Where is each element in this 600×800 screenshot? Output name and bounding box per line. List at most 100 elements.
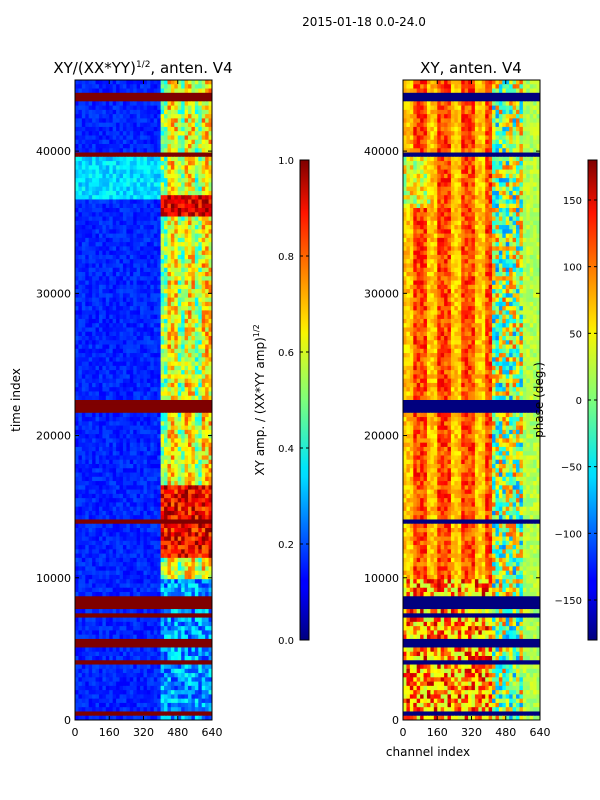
- heatmap-cell: [143, 592, 148, 597]
- heatmap-cell: [167, 634, 172, 640]
- heatmap-cell: [157, 289, 162, 294]
- heatmap-cell: [81, 583, 86, 589]
- heatmap-cell: [75, 617, 80, 623]
- heatmap-cell: [143, 434, 148, 439]
- heatmap-cell: [133, 468, 138, 474]
- heatmap-cell: [102, 464, 107, 469]
- heatmap-cell: [119, 122, 124, 128]
- heatmap-cell: [75, 293, 80, 299]
- heatmap-cell: [167, 314, 172, 320]
- heatmap-cell: [119, 489, 124, 495]
- heatmap-cell: [88, 587, 93, 593]
- heatmap-cell: [88, 272, 93, 277]
- heatmap-cell: [109, 161, 114, 166]
- heatmap-cell: [85, 455, 90, 461]
- heatmap-cell: [119, 617, 124, 623]
- heatmap-cell: [119, 220, 124, 226]
- heatmap-cell: [133, 139, 138, 145]
- heatmap-cell: [129, 122, 134, 128]
- heatmap-cell: [116, 579, 121, 585]
- heatmap-cell: [136, 634, 141, 640]
- heatmap-cell: [133, 276, 138, 282]
- heatmap-cell: [85, 318, 90, 324]
- heatmap-cell: [102, 382, 107, 388]
- heatmap-cell: [177, 412, 182, 418]
- heatmap-cell: [146, 122, 151, 128]
- heatmap-cell: [191, 250, 196, 256]
- heatmap-cell: [109, 421, 114, 427]
- heatmap-cell: [98, 485, 103, 491]
- heatmap-cell: [170, 139, 175, 145]
- heatmap-cell: [98, 80, 103, 85]
- heatmap-cell: [205, 634, 210, 640]
- heatmap-cell: [177, 387, 182, 393]
- heatmap-cell: [92, 506, 97, 512]
- heatmap-cell: [194, 169, 199, 175]
- heatmap-cell: [112, 592, 117, 597]
- heatmap-cell: [109, 451, 114, 457]
- heatmap-cell: [150, 370, 155, 375]
- heatmap-cell: [143, 459, 148, 465]
- heatmap-cell: [174, 105, 179, 111]
- heatmap-cell: [208, 421, 212, 427]
- heatmap-cell: [129, 387, 134, 393]
- heatmap-cell: [116, 284, 121, 290]
- heatmap-cell: [119, 455, 124, 461]
- heatmap-cell: [153, 344, 158, 350]
- heatmap-cell: [188, 566, 193, 572]
- heatmap-cell: [177, 498, 182, 503]
- heatmap-cell: [164, 314, 169, 320]
- heatmap-cell: [136, 323, 141, 329]
- heatmap-cell: [177, 246, 182, 252]
- heatmap-cell: [153, 139, 158, 145]
- heatmap-cell: [129, 553, 134, 559]
- heatmap-cell: [181, 161, 186, 166]
- heatmap-cell: [164, 267, 169, 273]
- heatmap-cell: [105, 489, 110, 495]
- heatmap-cell: [143, 216, 148, 222]
- heatmap-cell: [157, 250, 162, 256]
- heatmap-cell: [160, 310, 165, 316]
- heatmap-cell: [109, 570, 114, 576]
- heatmap-cell: [146, 549, 151, 555]
- heatmap-cell: [140, 259, 145, 265]
- heatmap-cell: [167, 382, 172, 388]
- heatmap-cell: [133, 323, 138, 329]
- heatmap-cell: [205, 562, 210, 567]
- heatmap-cell: [160, 357, 165, 363]
- heatmap-cell: [174, 502, 179, 508]
- heatmap-cell: [167, 545, 172, 550]
- heatmap-cell: [150, 101, 155, 107]
- heatmap-cell: [109, 442, 114, 448]
- heatmap-cell: [126, 131, 131, 137]
- heatmap-cell: [78, 417, 83, 422]
- heatmap-cell: [98, 109, 103, 115]
- heatmap-cell: [208, 263, 212, 269]
- heatmap-cell: [208, 88, 212, 94]
- heatmap-cell: [184, 109, 189, 115]
- heatmap-cell: [143, 566, 148, 572]
- heatmap-cell: [194, 481, 199, 486]
- heatmap-cell: [143, 314, 148, 320]
- heatmap-cell: [167, 617, 172, 623]
- heatmap-cell: [116, 122, 121, 128]
- heatmap-cell: [133, 289, 138, 294]
- heatmap-cell: [105, 656, 110, 661]
- heatmap-cell: [109, 382, 114, 388]
- heatmap-cell: [170, 476, 175, 482]
- heatmap-cell: [150, 178, 155, 183]
- heatmap-cell: [75, 464, 80, 469]
- heatmap-cell: [205, 489, 210, 495]
- heatmap-cell: [160, 485, 165, 491]
- heatmap-cell: [116, 459, 121, 465]
- heatmap-cell: [146, 289, 151, 294]
- heatmap-cell: [136, 276, 141, 282]
- heatmap-cell: [208, 370, 212, 375]
- heatmap-cell: [170, 434, 175, 439]
- heatmap-cell: [170, 156, 175, 162]
- heatmap-cell: [98, 365, 103, 371]
- heatmap-cell: [205, 498, 210, 503]
- heatmap-cell: [198, 464, 203, 469]
- heatmap-cell: [119, 421, 124, 427]
- heatmap-cell: [184, 331, 189, 337]
